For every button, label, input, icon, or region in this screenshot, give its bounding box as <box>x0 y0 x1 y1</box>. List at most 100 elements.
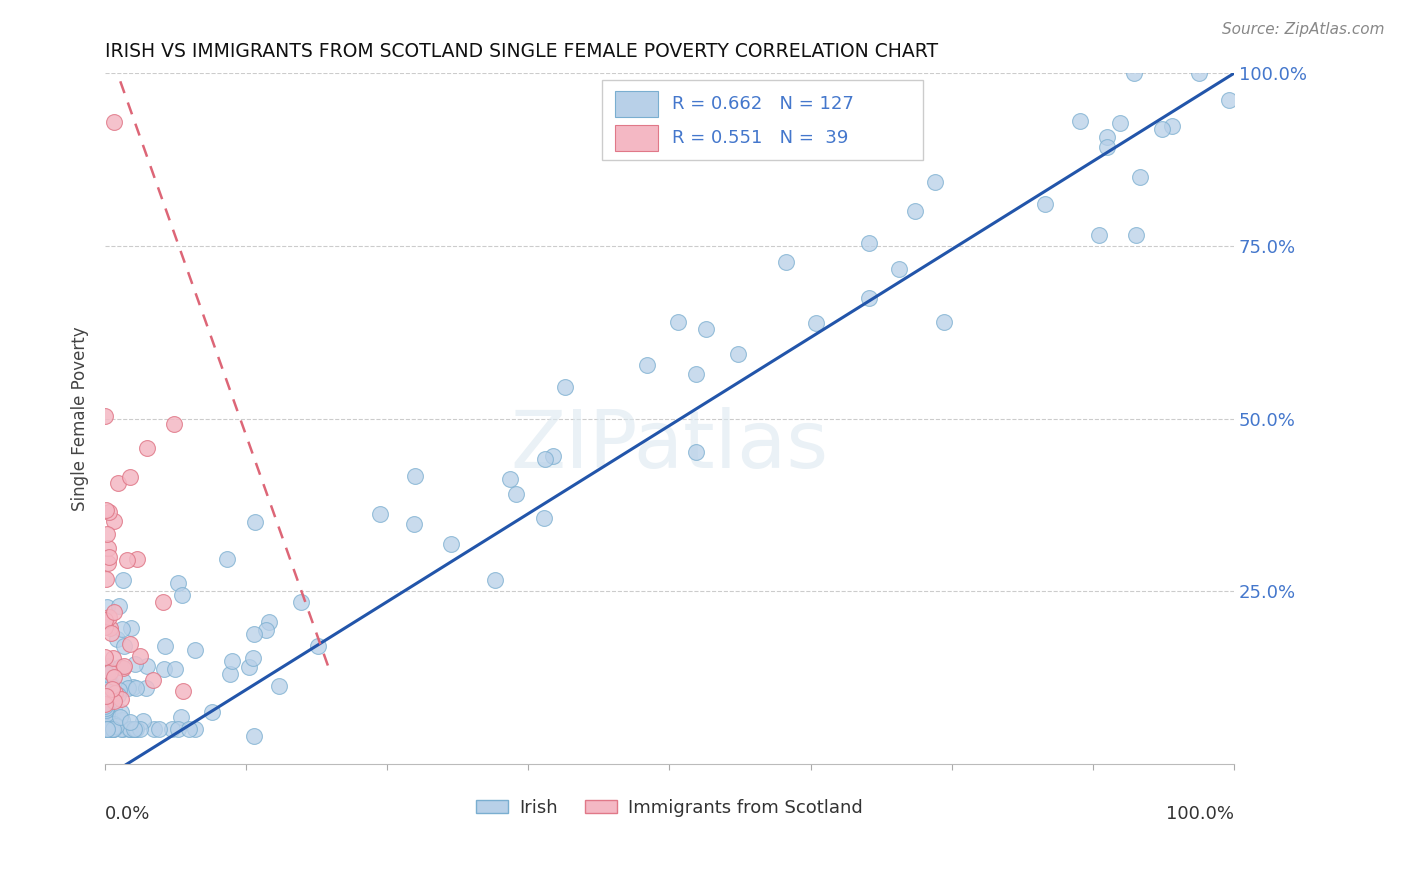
Point <box>101 681 124 696</box>
Point <box>121 723 143 737</box>
Point <box>1033 197 1056 211</box>
Point <box>404 516 426 531</box>
Point <box>103 651 125 665</box>
Point <box>94 572 117 586</box>
Point <box>1160 119 1182 133</box>
Point <box>1088 228 1111 243</box>
Point <box>94 614 117 628</box>
Point <box>103 514 125 528</box>
Point <box>107 599 129 613</box>
Text: R = 0.551   N =  39: R = 0.551 N = 39 <box>672 129 848 147</box>
Point <box>112 673 135 688</box>
Point <box>96 527 118 541</box>
Point <box>94 684 117 698</box>
Point <box>103 114 125 128</box>
Point <box>201 705 224 719</box>
Point <box>104 686 127 700</box>
Point <box>94 723 117 737</box>
Point <box>98 715 121 730</box>
Text: 0.0%: 0.0% <box>105 805 150 823</box>
Point <box>98 665 121 680</box>
Point <box>94 689 117 703</box>
Point <box>125 723 148 737</box>
Point <box>404 468 426 483</box>
Point <box>666 315 689 329</box>
Point <box>142 673 165 687</box>
Point <box>97 715 120 730</box>
Point <box>1218 93 1240 107</box>
Point <box>110 723 132 737</box>
Point <box>904 204 927 219</box>
Text: ZIPatlas: ZIPatlas <box>510 408 828 485</box>
Point <box>94 620 117 634</box>
Point <box>94 503 117 517</box>
Point <box>100 676 122 690</box>
Point <box>98 609 121 624</box>
Point <box>131 714 153 729</box>
Point <box>101 723 124 737</box>
Point <box>121 680 143 694</box>
Point <box>108 683 131 698</box>
Point <box>105 719 128 733</box>
Point <box>112 658 135 673</box>
Point <box>153 662 176 676</box>
Point <box>172 683 194 698</box>
Point <box>136 658 159 673</box>
Point <box>1109 116 1132 130</box>
Point <box>120 621 142 635</box>
Point <box>98 621 121 635</box>
Point <box>155 639 177 653</box>
Point <box>98 505 121 519</box>
Point <box>101 723 124 737</box>
Point <box>143 723 166 737</box>
Point <box>96 706 118 720</box>
Point <box>105 632 128 646</box>
Point <box>165 662 187 676</box>
Point <box>1128 170 1150 185</box>
Point <box>108 710 131 724</box>
Point <box>103 702 125 716</box>
Point <box>94 723 117 737</box>
Point <box>152 595 174 609</box>
Point <box>1095 130 1118 145</box>
Point <box>167 722 190 736</box>
Point <box>259 615 281 630</box>
Point <box>97 659 120 673</box>
Point <box>100 723 122 737</box>
Point <box>484 573 506 587</box>
Point <box>127 551 149 566</box>
Point <box>107 475 129 490</box>
Point <box>103 605 125 619</box>
Point <box>858 292 880 306</box>
Point <box>96 667 118 681</box>
Point <box>217 552 239 566</box>
Point <box>533 451 555 466</box>
Point <box>307 639 329 653</box>
FancyBboxPatch shape <box>616 91 658 117</box>
Point <box>505 486 527 500</box>
Point <box>267 679 290 693</box>
Point <box>103 669 125 683</box>
Point <box>96 723 118 737</box>
Point <box>111 573 134 587</box>
Point <box>98 708 121 723</box>
Point <box>94 695 117 709</box>
Point <box>695 322 717 336</box>
Point <box>97 557 120 571</box>
Point <box>94 720 117 734</box>
Point <box>858 235 880 250</box>
Point <box>1150 121 1173 136</box>
Text: IRISH VS IMMIGRANTS FROM SCOTLAND SINGLE FEMALE POVERTY CORRELATION CHART: IRISH VS IMMIGRANTS FROM SCOTLAND SINGLE… <box>105 42 938 61</box>
Point <box>112 661 135 675</box>
Point <box>118 723 141 737</box>
Point <box>129 648 152 663</box>
Point <box>727 346 749 360</box>
Point <box>94 649 117 664</box>
Point <box>533 510 555 524</box>
Point <box>118 714 141 729</box>
Point <box>124 723 146 737</box>
Point <box>100 723 122 737</box>
Point <box>1123 66 1146 80</box>
Point <box>254 624 277 638</box>
Point <box>160 723 183 737</box>
